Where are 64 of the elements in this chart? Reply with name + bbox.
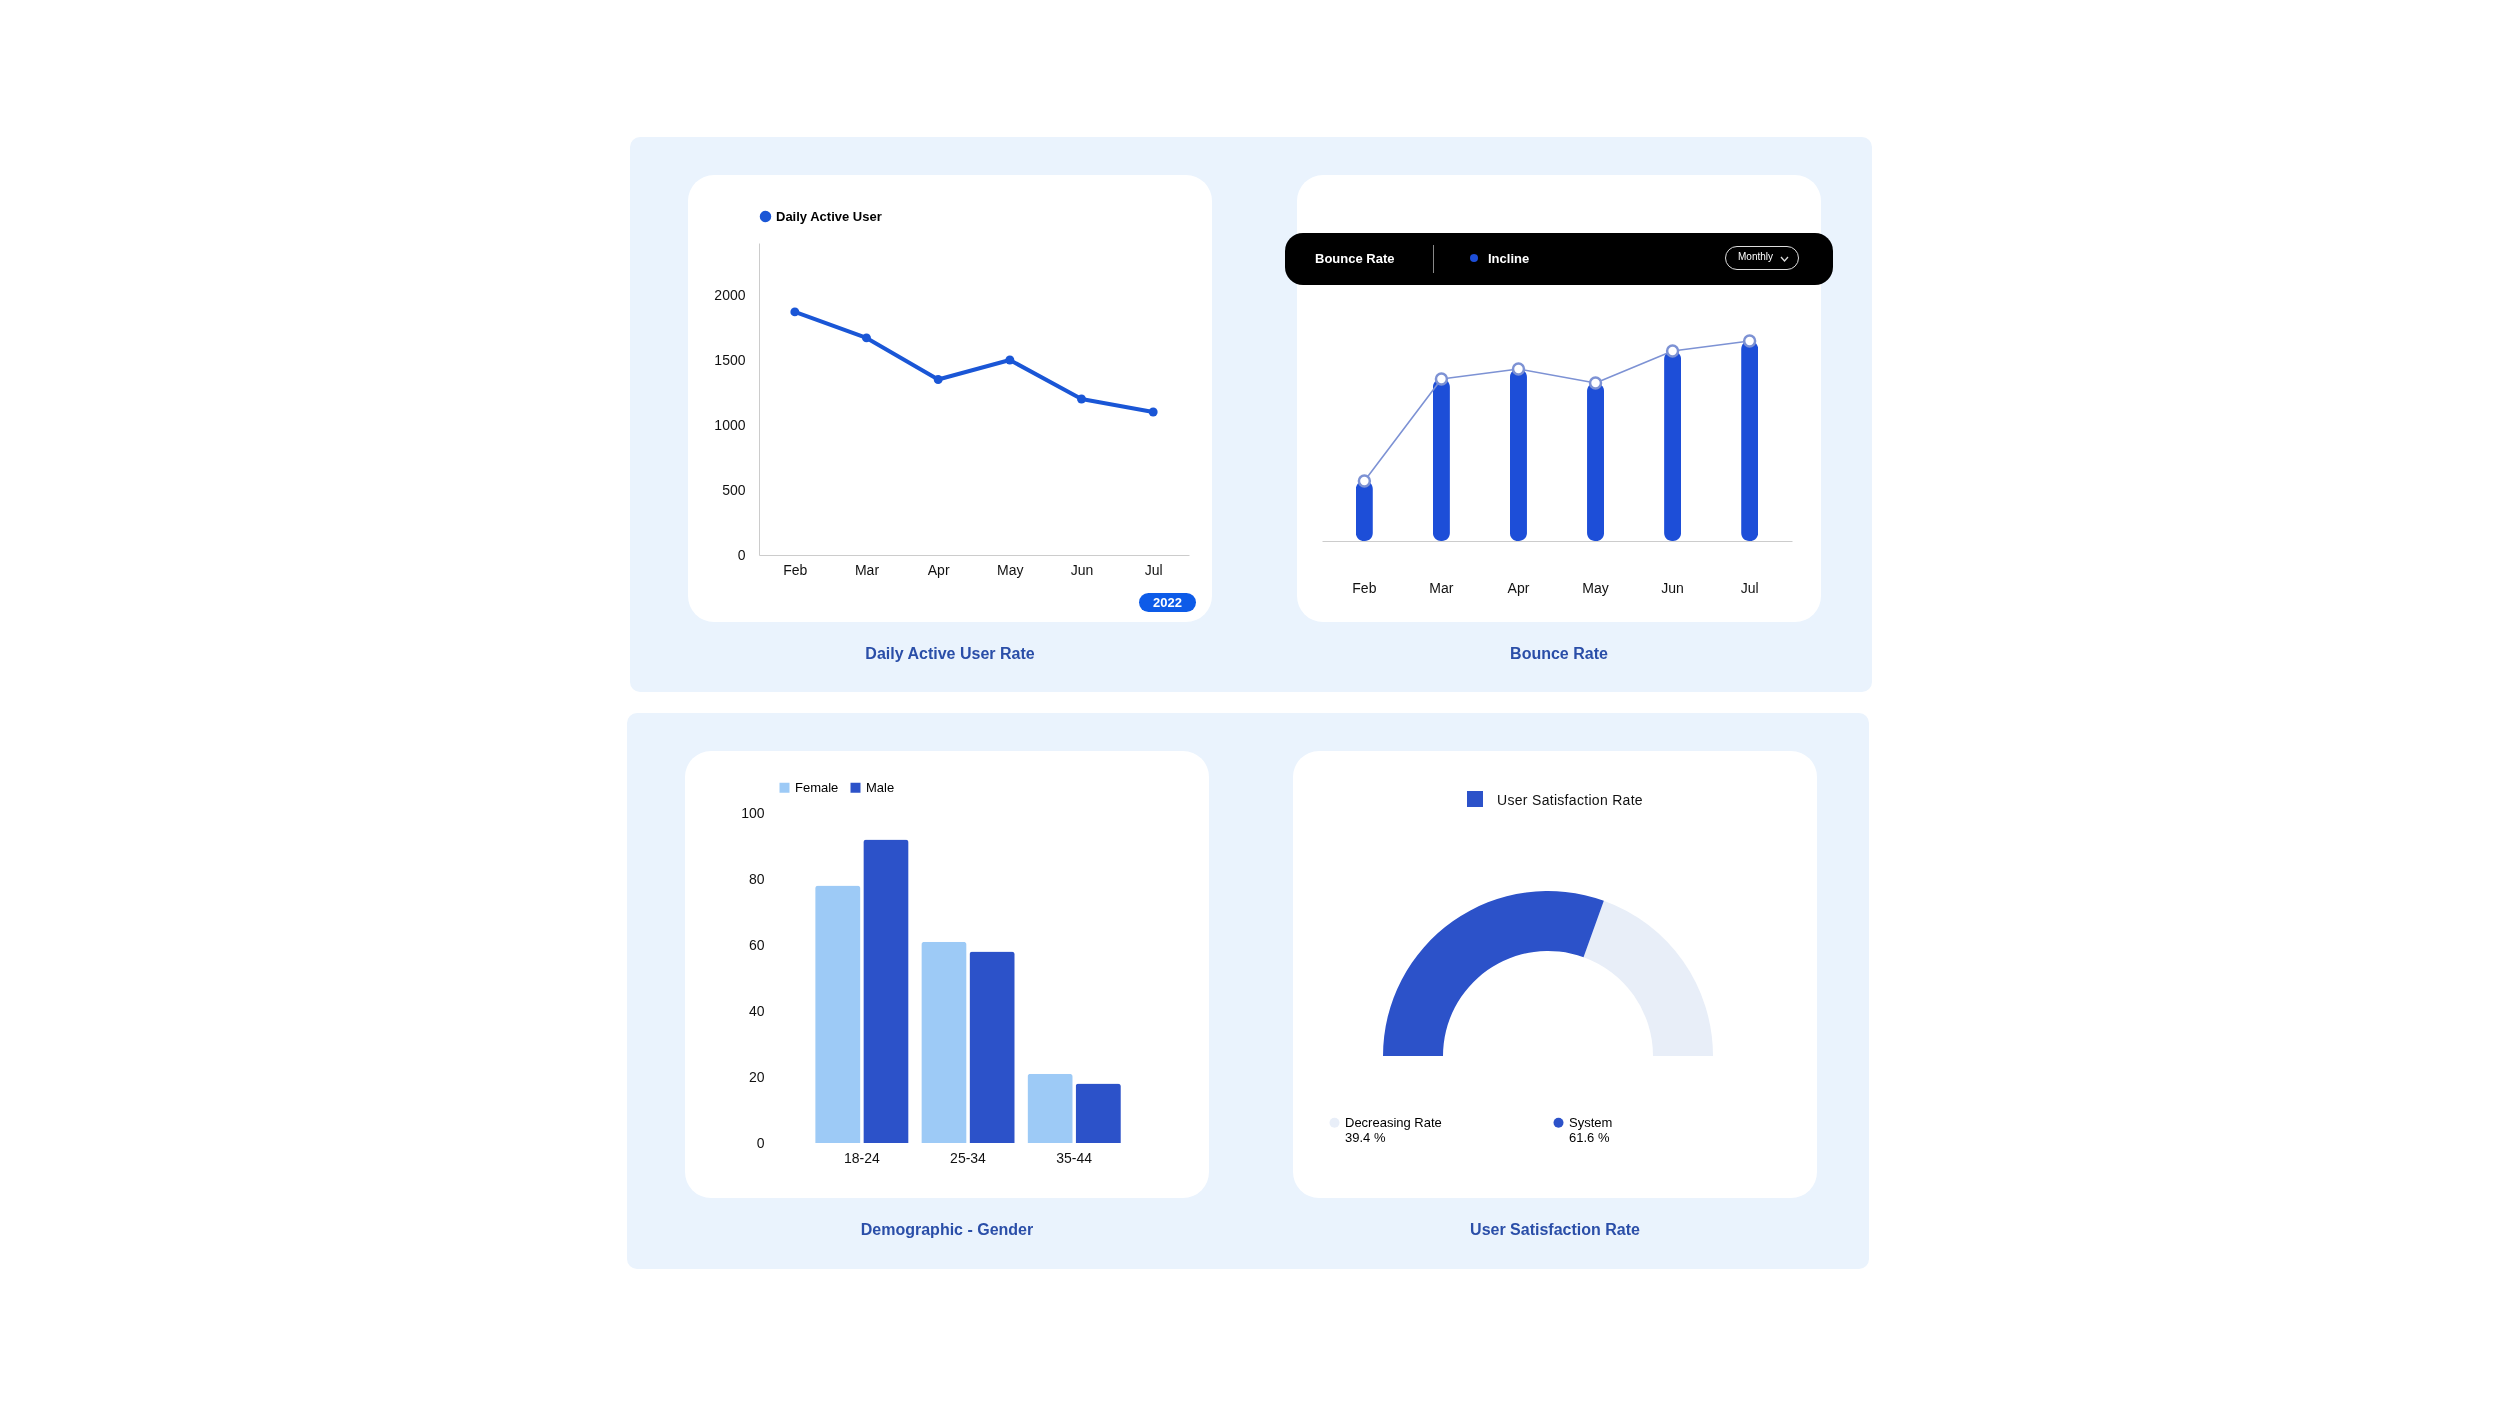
bar [1664,351,1682,541]
point [1434,372,1449,386]
x-tick-label: Mar [854,561,880,578]
x-tick-label: Apr [1507,579,1530,596]
bar [1509,369,1527,541]
y-tick-label: 20 [748,1068,765,1085]
legend-label: Male [866,779,895,795]
point [1005,355,1015,365]
legend-label: Decreasing Rate [1345,1114,1442,1130]
legend-label: Daily Active User [776,208,882,224]
legend-label: Female [795,779,839,795]
point [862,333,871,343]
x-tick-label: May [1582,579,1609,596]
bar [1741,341,1759,541]
y-tick-label: 80 [748,870,765,887]
y-tick-label: 40 [748,1002,765,1019]
point [1077,394,1086,404]
data-label: 61.6 % [1569,1129,1610,1145]
text: 2022 [1139,593,1196,612]
x-tick-label: Mar [1429,579,1454,596]
bar [969,951,1015,1143]
bar [1027,1073,1073,1143]
y-tick-label: 0 [756,1134,765,1151]
x-tick-label: Jun [1661,579,1684,596]
text: Bounce Rate [1315,251,1395,266]
bar [921,941,967,1143]
data-label: 39.4 % [1345,1129,1386,1145]
y-tick-label: 1000 [714,416,746,433]
bar [1075,1083,1121,1143]
point [1511,362,1526,376]
text: User Satisfaction Rate [1469,1221,1641,1239]
y-tick-label: 1500 [714,351,746,368]
x-tick-label: Feb [783,561,808,578]
y-tick-label: 60 [748,936,765,953]
point [790,307,800,317]
point [1742,334,1757,348]
text: Bounce Rate [1509,645,1609,663]
point [1148,407,1158,417]
point [1665,344,1680,358]
legend-label: System [1569,1114,1613,1130]
y-tick-label: 2000 [714,286,746,303]
bar [863,839,909,1143]
text: Demographic - Gender [859,1221,1035,1239]
point [1588,376,1603,390]
y-tick-label: 500 [722,481,746,498]
x-tick-label: Jul [1144,561,1163,578]
legend-label: Incline [1488,251,1530,266]
text: Daily Active User Rate [864,645,1036,663]
legend-title: User Satisfaction Rate [1497,792,1643,808]
point [933,375,943,384]
x-tick-label: 25-34 [950,1149,987,1166]
x-tick-label: Jun [1070,561,1094,578]
bar [1587,383,1605,541]
x-tick-label: Feb [1352,579,1377,596]
x-tick-label: May [997,561,1024,578]
y-tick-label: 0 [737,546,746,563]
point [1357,474,1372,488]
x-tick-label: Jul [1740,579,1759,596]
x-tick-label: 35-44 [1056,1149,1093,1166]
text: Monthly [1738,251,1774,262]
x-tick-label: 18-24 [843,1149,880,1166]
x-tick-label: Apr [927,561,950,578]
bar [815,885,861,1143]
y-tick-label: 100 [741,804,765,821]
